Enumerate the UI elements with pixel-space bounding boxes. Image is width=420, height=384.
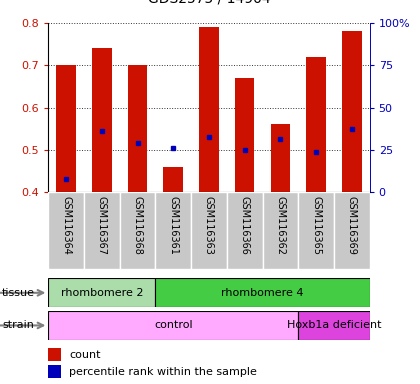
Text: GDS2575 / 14904: GDS2575 / 14904 — [148, 0, 270, 6]
Text: rhombomere 2: rhombomere 2 — [60, 288, 143, 298]
Bar — [199, 27, 219, 192]
Text: GSM116365: GSM116365 — [311, 196, 321, 255]
Text: GSM116368: GSM116368 — [133, 196, 142, 255]
Bar — [48, 278, 155, 307]
Bar — [227, 192, 262, 269]
Text: GSM116361: GSM116361 — [168, 196, 178, 255]
Text: GSM116367: GSM116367 — [97, 196, 107, 255]
Bar — [306, 57, 326, 192]
Bar — [84, 192, 120, 269]
Bar — [56, 65, 76, 192]
Text: rhombomere 4: rhombomere 4 — [221, 288, 304, 298]
Bar — [191, 192, 227, 269]
Bar — [128, 65, 147, 192]
Bar — [334, 192, 370, 269]
Bar — [92, 48, 112, 192]
Bar — [342, 31, 362, 192]
Bar — [48, 311, 298, 340]
Bar — [48, 348, 61, 361]
Bar — [48, 192, 84, 269]
Text: GSM116363: GSM116363 — [204, 196, 214, 255]
Bar — [262, 192, 298, 269]
Bar — [298, 192, 334, 269]
Bar — [270, 124, 290, 192]
Bar — [120, 192, 155, 269]
Text: percentile rank within the sample: percentile rank within the sample — [69, 367, 257, 377]
Text: Hoxb1a deficient: Hoxb1a deficient — [286, 320, 381, 331]
Text: GSM116364: GSM116364 — [61, 196, 71, 255]
Bar — [298, 311, 370, 340]
Text: GSM116369: GSM116369 — [347, 196, 357, 255]
Bar — [163, 167, 183, 192]
Text: strain: strain — [2, 320, 34, 331]
Text: count: count — [69, 349, 101, 359]
Bar — [235, 78, 255, 192]
Text: GSM116362: GSM116362 — [276, 196, 285, 255]
Bar — [155, 192, 191, 269]
Text: control: control — [154, 320, 192, 331]
Bar — [155, 278, 370, 307]
Bar — [48, 365, 61, 379]
Text: GSM116366: GSM116366 — [240, 196, 249, 255]
Text: tissue: tissue — [2, 288, 35, 298]
